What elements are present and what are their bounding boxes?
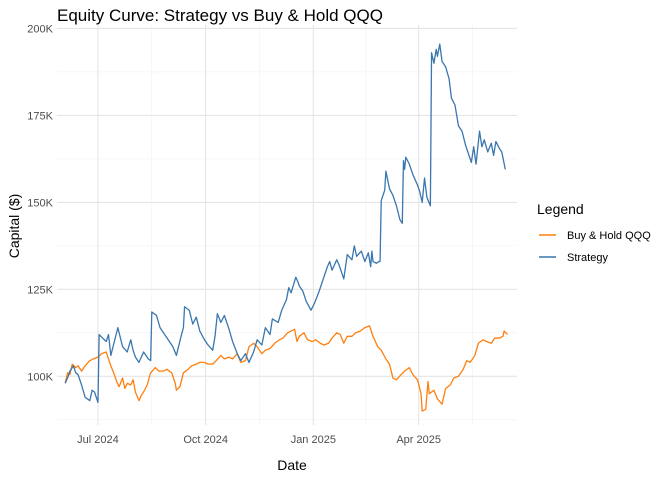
y-tick-label: 200K — [27, 23, 53, 35]
y-tick-label: 125K — [27, 284, 53, 296]
x-tick-label: Apr 2025 — [396, 434, 441, 446]
legend-label-strategy: Strategy — [567, 252, 608, 264]
y-tick-label: 175K — [27, 110, 53, 122]
series-line-strategy — [64, 43, 506, 404]
series-line-buy-hold-qqq — [64, 325, 509, 412]
legend-title: Legend — [537, 201, 584, 217]
y-tick-label: 150K — [27, 197, 53, 209]
x-axis-title: Date — [277, 457, 307, 473]
legend-label-buy-hold: Buy & Hold QQQ — [567, 230, 651, 242]
x-tick-label: Oct 2024 — [183, 434, 228, 446]
axis-layer: 100K 125K 150K 175K 200K Jul 2024 Oct 2024 Jan … — [27, 23, 441, 446]
x-tick-label: Jan 2025 — [291, 434, 336, 446]
legend: Legend Buy & Hold QQQ Strategy — [537, 201, 651, 264]
series-layer — [64, 43, 509, 412]
x-tick-label: Jul 2024 — [77, 434, 119, 446]
y-axis-title: Capital ($) — [6, 194, 22, 259]
chart-title: Equity Curve: Strategy vs Buy & Hold QQQ — [57, 6, 383, 25]
y-tick-label: 100K — [27, 371, 53, 383]
grid-layer — [57, 25, 517, 425]
